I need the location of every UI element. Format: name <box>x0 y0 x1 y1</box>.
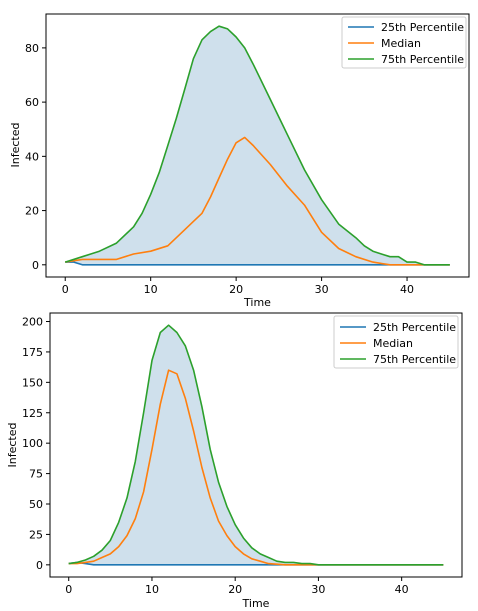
fill-band-bottom <box>68 325 444 565</box>
x-tick-label-30-top: 30 <box>315 283 329 296</box>
chart-bottom: 0 10 20 30 40 0 25 50 75 100 125 150 175 200 Time Inf… <box>6 312 463 610</box>
series-line-75th-percentile-top <box>64 25 450 266</box>
y-tick-label-25-bottom: 25 <box>29 528 43 541</box>
legend-label-25th-top: 25th Percentile <box>381 21 464 34</box>
legend-label-median-top: Median <box>381 37 421 50</box>
x-tick-label-40-top: 40 <box>400 283 414 296</box>
y-tick-label-0-bottom: 0 <box>36 559 43 572</box>
series-line-median-bottom <box>68 369 444 566</box>
series-line-75th-percentile-bottom <box>68 324 444 566</box>
plot-frame-top <box>45 13 470 278</box>
legend-top: 25th Percentile Median 75th Percentile <box>341 16 467 69</box>
legend-box-bottom <box>333 315 459 369</box>
y-tick-label-50-bottom: 50 <box>29 498 43 511</box>
axis-ticks-bottom: 0 10 20 30 40 0 25 50 75 100 125 150 175 200 <box>22 316 409 596</box>
y-tick-label-200-bottom: 200 <box>22 316 43 329</box>
y-tick-label-175-bottom: 175 <box>22 346 43 359</box>
y-tick-label-40-top: 40 <box>25 150 39 163</box>
legend-label-median-bottom: Median <box>373 337 413 350</box>
percentile-band-bottom <box>68 325 444 565</box>
legend-label-25th-bottom: 25th Percentile <box>373 321 456 334</box>
y-tick-label-60-top: 60 <box>25 96 39 109</box>
axis-ticks-top: 0 10 20 30 40 0 20 40 60 80 <box>25 42 414 296</box>
x-tick-label-40-bottom: 40 <box>395 583 409 596</box>
percentile-band-top <box>65 26 450 265</box>
legend-box-top <box>341 16 467 69</box>
y-tick-label-0-top: 0 <box>32 259 39 272</box>
fill-band-top <box>65 26 450 265</box>
series-line-median-top <box>65 136 450 266</box>
plot-frame-bottom <box>49 312 463 578</box>
x-tick-label-0-bottom: 0 <box>65 583 72 596</box>
series-lines-top <box>64 25 450 266</box>
x-tick-label-20-bottom: 20 <box>228 583 242 596</box>
x-axis-label-bottom: Time <box>242 597 270 610</box>
x-tick-label-0-top: 0 <box>62 283 69 296</box>
y-axis-label-bottom: Infected <box>6 423 19 468</box>
chart-top: 0 10 20 30 40 0 20 40 60 80 Time Infected 25th Pe… <box>9 13 470 309</box>
x-tick-label-20-top: 20 <box>229 283 243 296</box>
x-tick-label-30-bottom: 30 <box>311 583 325 596</box>
x-tick-label-10-top: 10 <box>144 283 158 296</box>
y-tick-label-100-bottom: 100 <box>22 437 43 450</box>
legend-label-75th-bottom: 75th Percentile <box>373 353 456 366</box>
series-lines-bottom <box>68 324 444 566</box>
legend-bottom: 25th Percentile Median 75th Percentile <box>333 315 459 369</box>
legend-label-75th-top: 75th Percentile <box>381 53 464 66</box>
x-axis-label-top: Time <box>243 296 271 309</box>
y-tick-label-125-bottom: 125 <box>22 407 43 420</box>
y-tick-label-150-bottom: 150 <box>22 376 43 389</box>
x-tick-label-10-bottom: 10 <box>145 583 159 596</box>
y-tick-label-75-bottom: 75 <box>29 468 43 481</box>
y-tick-label-80-top: 80 <box>25 42 39 55</box>
y-axis-label-top: Infected <box>9 123 22 168</box>
y-tick-label-20-top: 20 <box>25 205 39 218</box>
